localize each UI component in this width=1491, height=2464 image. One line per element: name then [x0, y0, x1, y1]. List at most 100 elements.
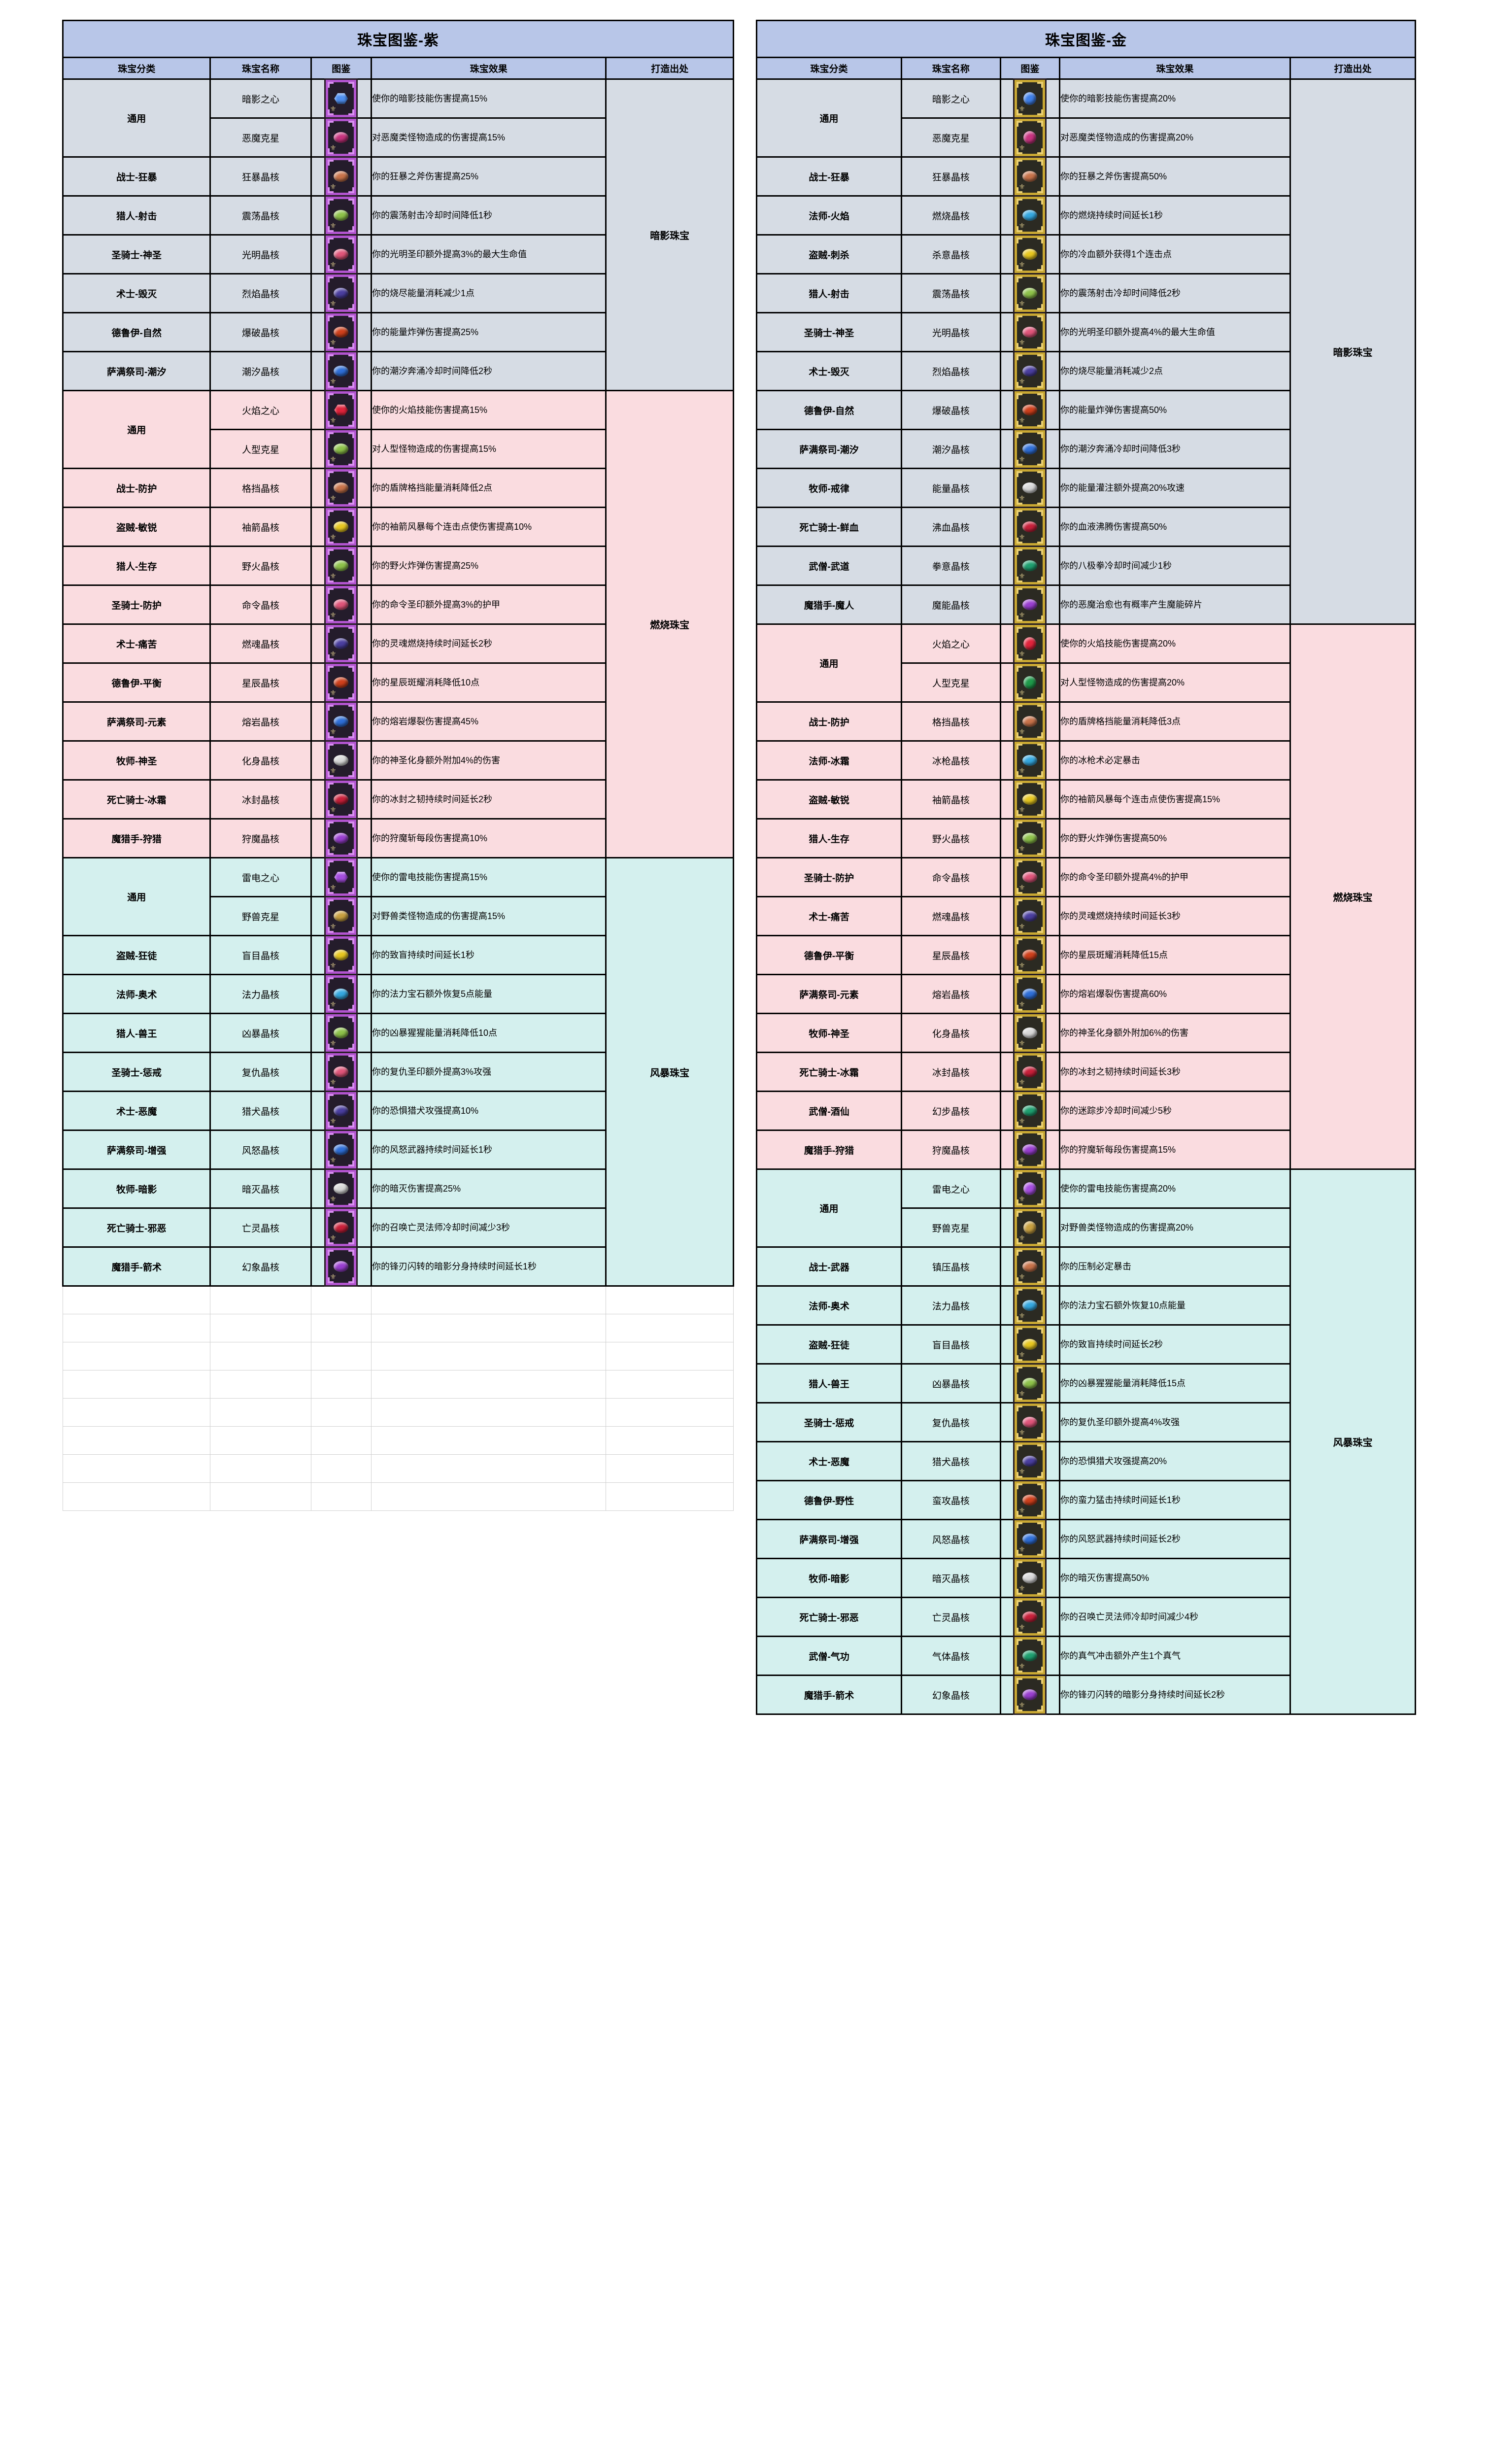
table-row[interactable]: 术士-恶魔 猎犬晶核 ⚜ 你的恐惧猎犬攻强提高20%	[755, 1441, 1416, 1481]
table-row[interactable]: 盗贼-刺杀 杀意晶核 ⚜ 你的冷血额外获得1个连击点	[755, 234, 1416, 274]
jewel-name-cell: 人型克星	[901, 662, 1001, 703]
table-row[interactable]: 术士-痛苦 燃魂晶核 ⚜ 你的灵魂燃烧持续时间延长2秒	[62, 623, 734, 664]
table-row[interactable]: 牧师-神圣 化身晶核 ⚜ 你的神圣化身额外附加6%的伤害	[755, 1013, 1416, 1053]
class-emblem-icon: ⚜	[330, 1156, 337, 1164]
jewel-effect-cell: 你的光明圣印额外提高3%的最大生命值	[371, 234, 607, 274]
table-row[interactable]: 恶魔克星 ⚜ 对恶魔类怪物造成的伤害提高15%	[63, 117, 734, 158]
table-row[interactable]: 法师-冰霜 冰枪晶核 ⚜ 你的冰枪术必定暴击	[755, 740, 1416, 781]
jewel-category-cell: 魔猎手-狩猎	[755, 1129, 903, 1170]
violet-gem: ⚜	[1013, 1129, 1047, 1170]
class-emblem-icon: ⚜	[1018, 1039, 1025, 1048]
table-row[interactable]: 通用 雷电之心 ⚜ 使你的雷电技能伤害提高20% 风暴珠宝	[755, 1168, 1417, 1715]
table-row[interactable]: 战士-狂暴 狂暴晶核 ⚜ 你的狂暴之斧伤害提高25%	[62, 156, 734, 197]
table-row[interactable]: 牧师-戒律 能量晶核 ⚜ 你的能量灌注额外提高20%攻速	[755, 468, 1416, 508]
jewel-category-cell: 圣骑士-惩戒	[62, 1052, 211, 1092]
orange-gem: ⚜	[324, 156, 358, 197]
table-row[interactable]: 死亡骑士-冰霜 冰封晶核 ⚜ 你的冰封之韧持续时间延长3秒	[755, 1052, 1416, 1092]
table-row[interactable]: 盗贼-敏锐 袖箭晶核 ⚜ 你的袖箭风暴每个连击点使伤害提高10%	[62, 507, 734, 547]
table-row[interactable]: 盗贼-狂徒 盲目晶核 ⚜ 你的致盲持续时间延长1秒	[62, 935, 734, 975]
table-row[interactable]: 恶魔克星 ⚜ 对恶魔类怪物造成的伤害提高20%	[757, 117, 1416, 158]
table-row[interactable]: 野兽克星 ⚜ 对野兽类怪物造成的伤害提高15%	[63, 896, 734, 936]
table-row[interactable]: 术士-毁灭 烈焰晶核 ⚜ 你的烧尽能量消耗减少1点	[62, 273, 734, 313]
table-row[interactable]: 盗贼-狂徒 盲目晶核 ⚜ 你的致盲持续时间延长2秒	[755, 1324, 1416, 1365]
class-emblem-icon: ⚜	[1018, 1312, 1025, 1320]
gem-icon-wrap: ⚜	[1001, 1597, 1059, 1637]
table-row[interactable]: 战士-防护 格挡晶核 ⚜ 你的盾牌格挡能量消耗降低3点	[755, 701, 1416, 742]
table-row[interactable]: 猎人-兽王 凶暴晶核 ⚜ 你的凶暴猩猩能量消耗降低15点	[755, 1363, 1416, 1403]
table-row[interactable]: 死亡骑士-鲜血 沸血晶核 ⚜ 你的血液沸腾伤害提高50%	[755, 507, 1416, 547]
table-row[interactable]: 魔猎手-魔人 魔能晶核 ⚜ 你的恶魔治愈也有概率产生魔能碎片	[755, 584, 1416, 625]
jewel-category-cell: 死亡骑士-鲜血	[755, 507, 903, 547]
table-row[interactable]: 武僧-武道 拳意晶核 ⚜ 你的八极拳冷却时间减少1秒	[755, 546, 1416, 586]
table-row[interactable]: 法师-奥术 法力晶核 ⚜ 你的法力宝石额外恢复5点能量	[62, 974, 734, 1014]
jewel-name-cell: 熔岩晶核	[901, 974, 1001, 1014]
table-row[interactable]: 圣骑士-神圣 光明晶核 ⚜ 你的光明圣印额外提高3%的最大生命值	[62, 234, 734, 274]
table-row[interactable]: 战士-防护 格挡晶核 ⚜ 你的盾牌格挡能量消耗降低2点	[62, 468, 734, 508]
jewel-icon-cell: ⚜	[999, 1519, 1061, 1559]
table-row[interactable]: 牧师-神圣 化身晶核 ⚜ 你的神圣化身额外附加4%的伤害	[62, 740, 734, 781]
table-row[interactable]: 通用 暗影之心 ⚜ 使你的暗影技能伤害提高20% 暗影珠宝	[755, 78, 1417, 625]
class-emblem-icon: ⚜	[1018, 1623, 1025, 1632]
class-emblem-icon: ⚜	[330, 884, 337, 892]
table-row[interactable]: 法师-火焰 燃烧晶核 ⚜ 你的燃烧持续时间延长1秒	[755, 195, 1416, 236]
table-row[interactable]: 盗贼-敏锐 袖箭晶核 ⚜ 你的袖箭风暴每个连击点使伤害提高15%	[755, 779, 1416, 820]
table-row[interactable]: 圣骑士-防护 命令晶核 ⚜ 你的命令圣印额外提高3%的护甲	[62, 584, 734, 625]
table-row[interactable]: 人型克星 ⚜ 对人型怪物造成的伤害提高20%	[757, 662, 1416, 703]
table-row[interactable]: 圣骑士-惩戒 复仇晶核 ⚜ 你的复仇圣印额外提高4%攻强	[755, 1402, 1416, 1442]
table-row[interactable]: 死亡骑士-邪恶 亡灵晶核 ⚜ 你的召唤亡灵法师冷却时间减少4秒	[755, 1597, 1416, 1637]
table-row[interactable]: 通用 火焰之心 ⚜ 使你的火焰技能伤害提高20% 燃烧珠宝	[755, 623, 1417, 1170]
table-row[interactable]: 猎人-兽王 凶暴晶核 ⚜ 你的凶暴猩猩能量消耗降低10点	[62, 1013, 734, 1053]
jewel-name-cell: 星辰晶核	[209, 662, 312, 703]
jewel-icon-cell: ⚜	[999, 351, 1061, 391]
gem-icon-wrap: ⚜	[1001, 390, 1059, 430]
table-row[interactable]: 人型克星 ⚜ 对人型怪物造成的伤害提高15%	[63, 429, 734, 469]
table-row[interactable]: 猎人-射击 震荡晶核 ⚜ 你的震荡射击冷却时间降低2秒	[755, 273, 1416, 313]
table-row[interactable]: 萨满祭司-增强 风怒晶核 ⚜ 你的风怒武器持续时间延长2秒	[755, 1519, 1416, 1559]
table-row[interactable]: 武僧-气功 气体晶核 ⚜ 你的真气冲击额外产生1个真气	[755, 1636, 1416, 1676]
jewel-name-cell: 暗影之心	[209, 78, 312, 119]
table-row[interactable]: 死亡骑士-邪恶 亡灵晶核 ⚜ 你的召唤亡灵法师冷却时间减少3秒	[62, 1207, 734, 1248]
purple-gem: ⚜	[1013, 351, 1047, 391]
table-row[interactable]: 圣骑士-防护 命令晶核 ⚜ 你的命令圣印额外提高4%的护甲	[755, 857, 1416, 897]
table-row[interactable]: 德鲁伊-自然 爆破晶核 ⚜ 你的能量炸弹伤害提高25%	[62, 312, 734, 352]
table-row[interactable]: 通用 火焰之心 ⚜ 使你的火焰技能伤害提高15% 燃烧珠宝	[62, 390, 734, 858]
table-row[interactable]: 德鲁伊-平衡 星辰晶核 ⚜ 你的星辰斑耀消耗降低15点	[755, 935, 1416, 975]
table-row[interactable]: 德鲁伊-野性 蛮攻晶核 ⚜ 你的蛮力猛击持续时间延长1秒	[755, 1480, 1416, 1520]
table-row[interactable]: 战士-狂暴 狂暴晶核 ⚜ 你的狂暴之斧伤害提高50%	[755, 156, 1416, 197]
table-row[interactable]: 通用 雷电之心 ⚜ 使你的雷电技能伤害提高15% 风暴珠宝	[62, 857, 734, 1287]
table-row[interactable]: 圣骑士-惩戒 复仇晶核 ⚜ 你的复仇圣印额外提高3%攻强	[62, 1052, 734, 1092]
table-row[interactable]: 萨满祭司-潮汐 潮汐晶核 ⚜ 你的潮汐奔涌冷却时间降低3秒	[755, 429, 1416, 469]
table-row[interactable]: 魔猎手-狩猎 狩魔晶核 ⚜ 你的狩魔斩每段伤害提高15%	[755, 1129, 1416, 1170]
table-row[interactable]: 牧师-暗影 暗灭晶核 ⚜ 你的暗灭伤害提高50%	[755, 1558, 1416, 1598]
table-row[interactable]: 魔猎手-箭术 幻象晶核 ⚜ 你的锋刃闪转的暗影分身持续时间延长1秒	[62, 1246, 734, 1287]
table-header-row: 珠宝分类 珠宝名称 图鉴 珠宝效果 打造出处	[62, 57, 734, 80]
table-row[interactable]: 猎人-射击 震荡晶核 ⚜ 你的震荡射击冷却时间降低1秒	[62, 195, 734, 236]
table-row[interactable]: 猎人-生存 野火晶核 ⚜ 你的野火炸弹伤害提高25%	[62, 546, 734, 586]
table-row[interactable]: 术士-毁灭 烈焰晶核 ⚜ 你的烧尽能量消耗减少2点	[755, 351, 1416, 391]
table-row[interactable]: 魔猎手-狩猎 狩魔晶核 ⚜ 你的狩魔斩每段伤害提高10%	[62, 818, 734, 858]
jewel-icon-cell: ⚜	[310, 1129, 373, 1170]
table-row[interactable]: 术士-痛苦 燃魂晶核 ⚜ 你的灵魂燃烧持续时间延长3秒	[755, 896, 1416, 936]
table-row[interactable]: 萨满祭司-元素 熔岩晶核 ⚜ 你的熔岩爆裂伤害提高60%	[755, 974, 1416, 1014]
table-row[interactable]: 野兽克星 ⚜ 对野兽类怪物造成的伤害提高20%	[757, 1207, 1416, 1248]
table-row[interactable]: 德鲁伊-自然 爆破晶核 ⚜ 你的能量炸弹伤害提高50%	[755, 390, 1416, 430]
table-row[interactable]: 法师-奥术 法力晶核 ⚜ 你的法力宝石额外恢复10点能量	[755, 1285, 1416, 1326]
table-row[interactable]: 武僧-酒仙 幻步晶核 ⚜ 你的迷踪步冷却时间减少5秒	[755, 1091, 1416, 1131]
table-row[interactable]: 死亡骑士-冰霜 冰封晶核 ⚜ 你的冰封之韧持续时间延长2秒	[62, 779, 734, 820]
table-row[interactable]: 圣骑士-神圣 光明晶核 ⚜ 你的光明圣印额外提高4%的最大生命值	[755, 312, 1416, 352]
table-row[interactable]: 牧师-暗影 暗灭晶核 ⚜ 你的暗灭伤害提高25%	[62, 1168, 734, 1209]
gem-icon-wrap: ⚜	[312, 156, 371, 197]
magenta-gem: ⚜	[324, 117, 358, 158]
jewel-name-cell: 蛮攻晶核	[901, 1480, 1001, 1520]
table-row[interactable]: 战士-武器 镇压晶核 ⚜ 你的压制必定暴击	[755, 1246, 1416, 1287]
table-row[interactable]: 魔猎手-箭术 幻象晶核 ⚜ 你的锋刃闪转的暗影分身持续时间延长2秒	[755, 1675, 1416, 1715]
table-row[interactable]: 术士-恶魔 猎犬晶核 ⚜ 你的恐惧猎犬攻强提高10%	[62, 1091, 734, 1131]
gem-icon-wrap: ⚜	[1001, 1441, 1059, 1481]
table-row[interactable]: 萨满祭司-元素 熔岩晶核 ⚜ 你的熔岩爆裂伤害提高45%	[62, 701, 734, 742]
table-row[interactable]: 猎人-生存 野火晶核 ⚜ 你的野火炸弹伤害提高50%	[755, 818, 1416, 858]
jewel-name-cell: 冰枪晶核	[901, 740, 1001, 781]
table-row[interactable]: 通用 暗影之心 ⚜ 使你的暗影技能伤害提高15% 暗影珠宝	[62, 78, 734, 391]
table-row[interactable]: 萨满祭司-潮汐 潮汐晶核 ⚜ 你的潮汐奔涌冷却时间降低2秒	[62, 351, 734, 391]
table-row[interactable]: 萨满祭司-增强 风怒晶核 ⚜ 你的风怒武器持续时间延长1秒	[62, 1129, 734, 1170]
table-row[interactable]: 德鲁伊-平衡 星辰晶核 ⚜ 你的星辰斑耀消耗降低10点	[62, 662, 734, 703]
